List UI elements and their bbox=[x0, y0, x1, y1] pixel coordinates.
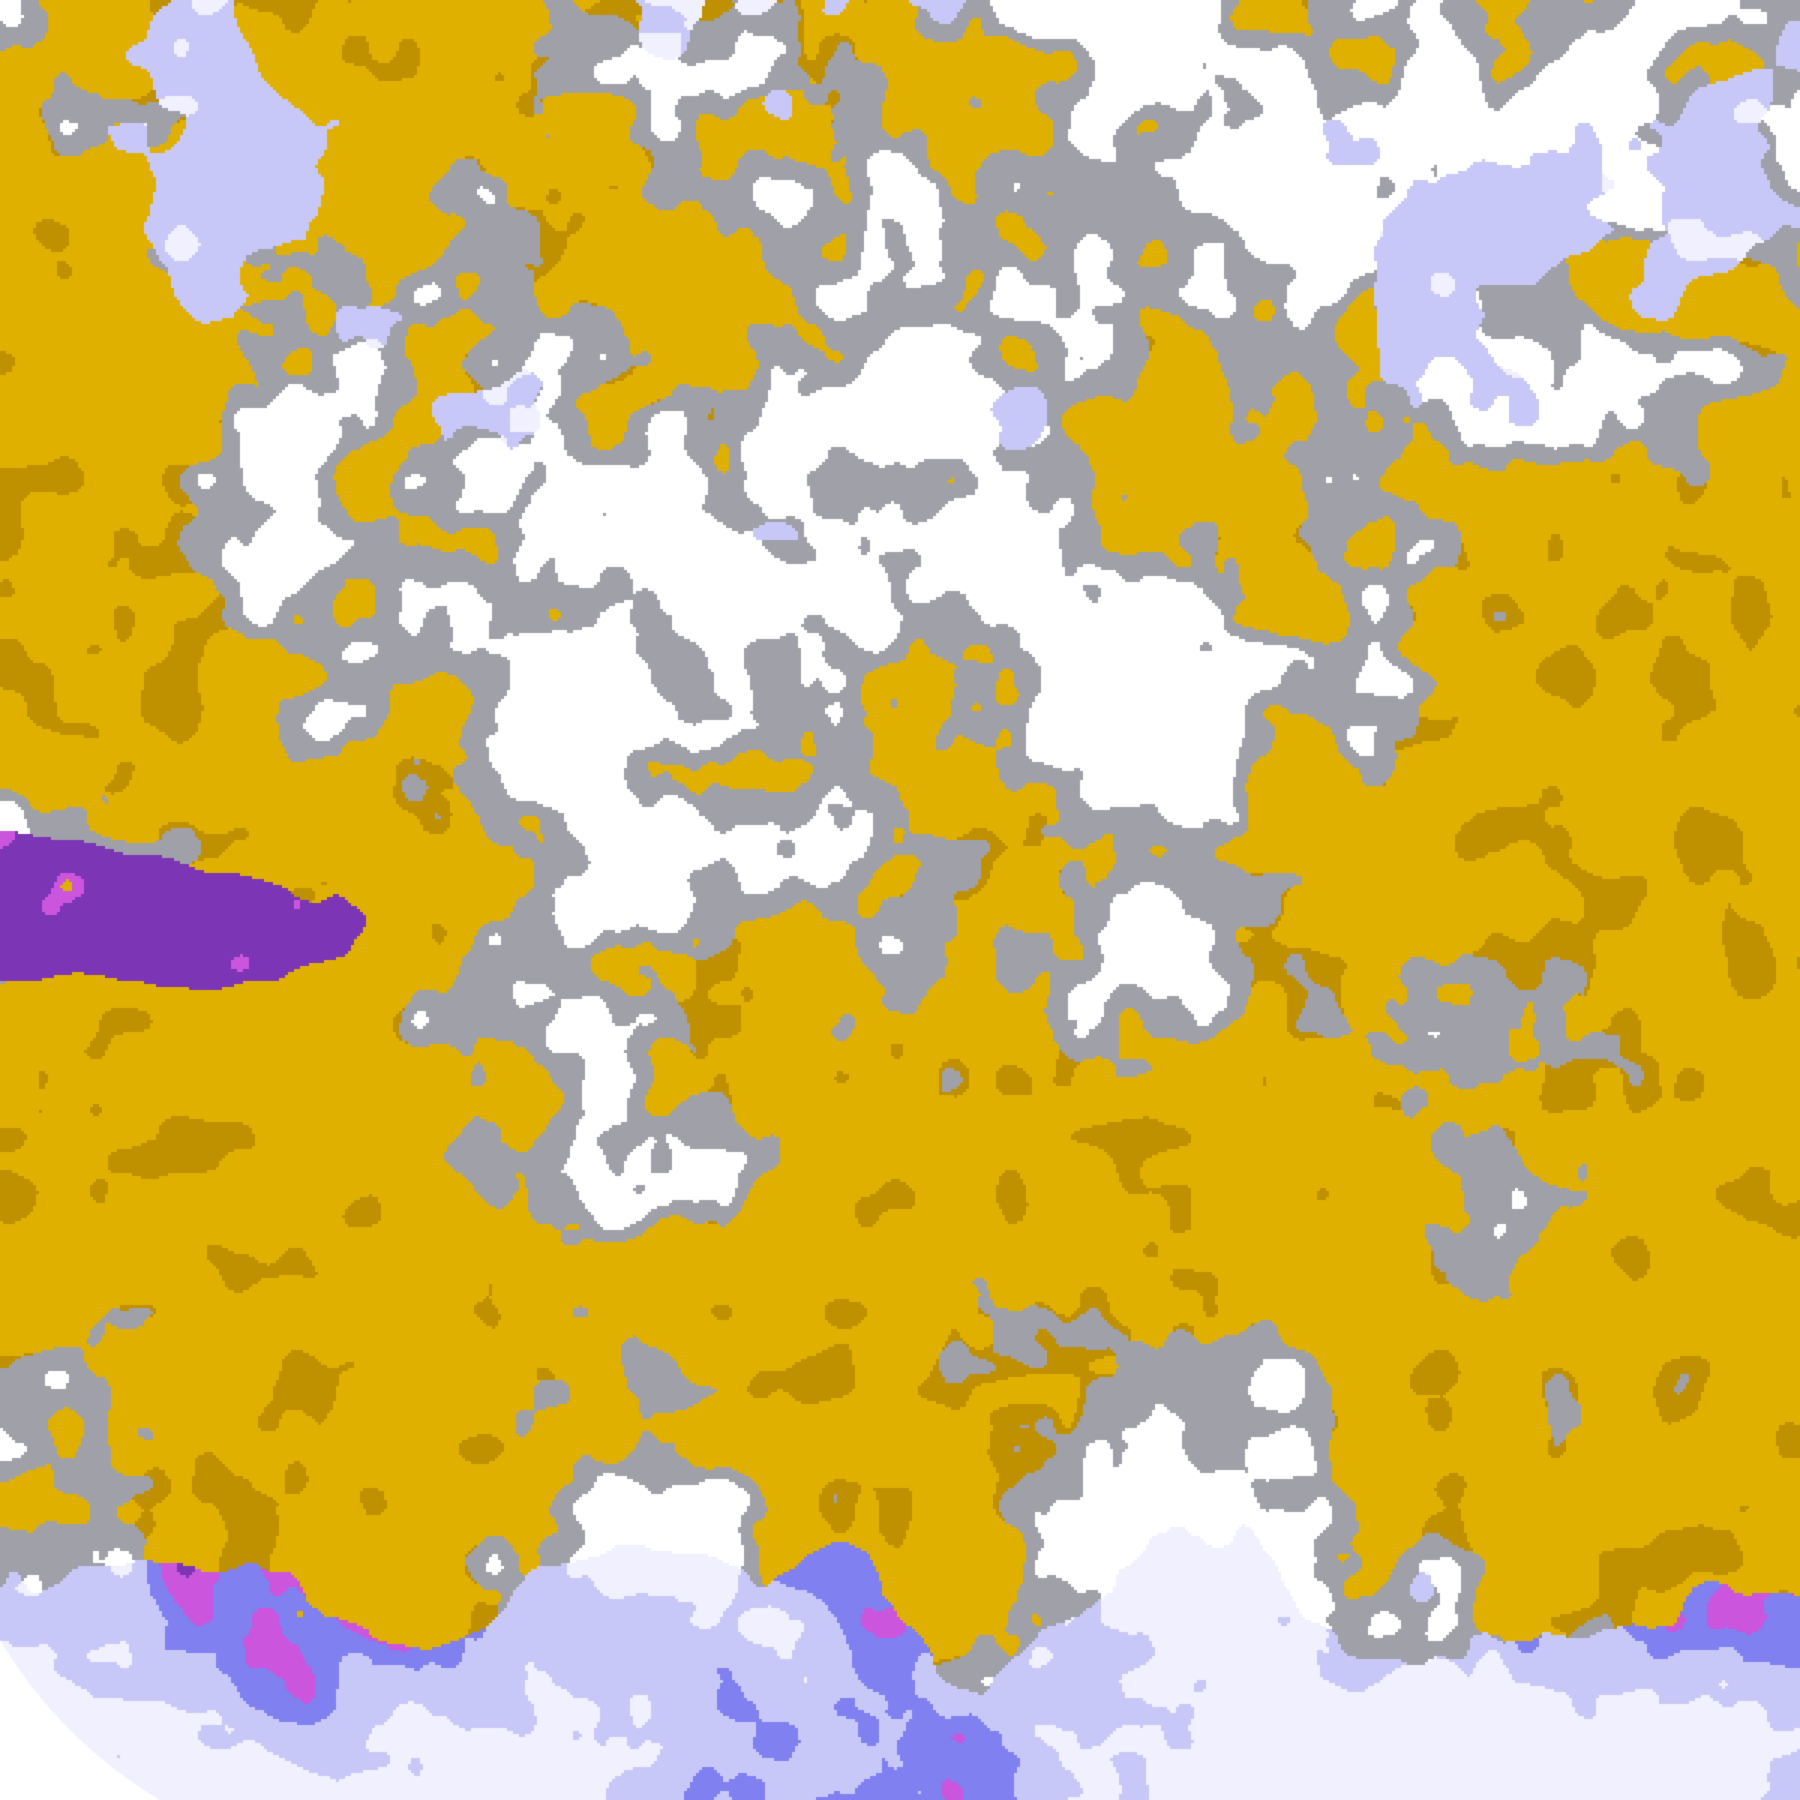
cloud-classification-image bbox=[0, 0, 1800, 1800]
satellite-map bbox=[0, 0, 1800, 1800]
